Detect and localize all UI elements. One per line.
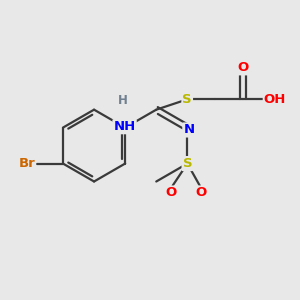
- Text: O: O: [196, 187, 207, 200]
- Text: S: S: [183, 157, 192, 170]
- Text: H: H: [118, 94, 128, 107]
- Text: Br: Br: [18, 157, 35, 170]
- Text: N: N: [183, 124, 194, 136]
- Text: NH: NH: [113, 120, 136, 133]
- Text: O: O: [166, 187, 177, 200]
- Text: OH: OH: [264, 93, 286, 106]
- Text: S: S: [182, 93, 192, 106]
- Text: O: O: [238, 61, 249, 74]
